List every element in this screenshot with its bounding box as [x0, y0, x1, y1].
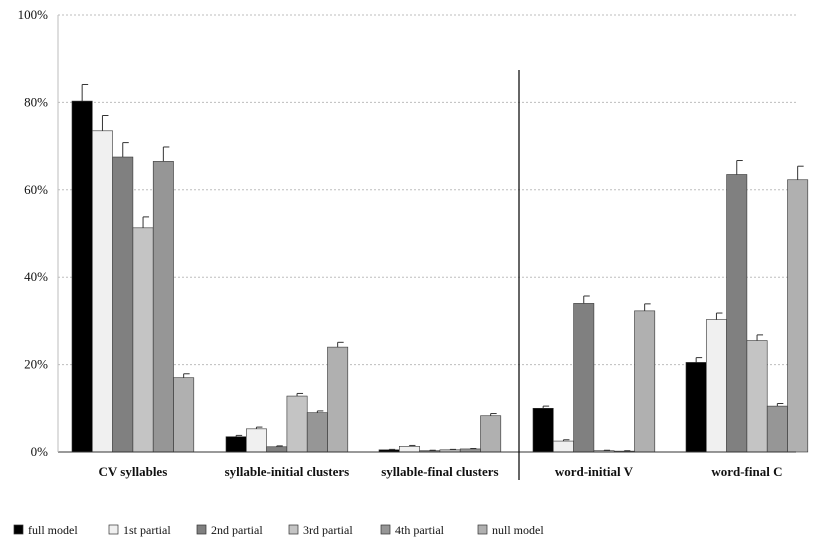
bar-1st-partial: [552, 440, 574, 453]
bar-1st-partial: [246, 428, 267, 453]
bar-1st-partial: [92, 130, 113, 453]
bar-full-model: [71, 100, 93, 453]
legend-label: full model: [28, 523, 78, 537]
bar-3rd-partial: [286, 395, 308, 453]
category-label: CV syllables: [99, 464, 168, 479]
bar-full-model: [685, 362, 707, 453]
y-tick-label: 100%: [18, 7, 49, 22]
bar-2nd-partial: [573, 303, 595, 453]
bar-null-model: [480, 415, 502, 453]
category-label: word-final C: [711, 464, 782, 479]
legend-swatch: [288, 524, 299, 535]
legend-swatch: [196, 524, 207, 535]
bar-4th-partial: [152, 161, 174, 453]
bar-1st-partial: [398, 446, 420, 453]
y-tick-label: 0%: [31, 444, 49, 459]
y-tick-label: 40%: [24, 269, 48, 284]
bar-null-model: [634, 310, 656, 453]
category-labels: CV syllables syllable-initial clusters syl…: [99, 464, 783, 479]
legend-swatch: [13, 524, 24, 535]
bar-2nd-partial: [726, 174, 748, 453]
bar-3rd-partial: [132, 227, 154, 453]
category-label: syllable-final clusters: [381, 464, 498, 479]
category-label: word-initial V: [555, 464, 634, 479]
bars: [71, 100, 809, 453]
legend-label: 4th partial: [395, 523, 445, 537]
legend: full model 1st partial 2nd partial 3rd part…: [13, 523, 544, 537]
bar-null-model: [787, 179, 809, 453]
y-tick-label: 80%: [24, 94, 48, 109]
category-label: syllable-initial clusters: [225, 464, 350, 479]
bar-full-model: [532, 407, 554, 453]
y-tick-label: 20%: [24, 357, 48, 372]
y-tick-label: 60%: [24, 182, 48, 197]
legend-label: null model: [492, 523, 544, 537]
legend-label: 1st partial: [123, 523, 171, 537]
legend-swatch: [108, 524, 119, 535]
bar-1st-partial: [705, 319, 727, 453]
bar-4th-partial: [766, 405, 788, 453]
gridlines: [58, 14, 796, 366]
bar-null-model: [173, 377, 195, 453]
axes: [57, 15, 796, 480]
bar-2nd-partial: [266, 446, 288, 453]
error-bars: [81, 83, 804, 452]
y-axis-ticks: 0% 20% 40% 60% 80% 100%: [18, 7, 49, 459]
bar-null-model: [327, 346, 349, 453]
bar-full-model: [225, 436, 247, 453]
bar-4th-partial: [306, 412, 328, 453]
legend-label: 2nd partial: [211, 523, 263, 537]
legend-label: 3rd partial: [303, 523, 353, 537]
bar-2nd-partial: [112, 156, 134, 453]
bar-3rd-partial: [746, 340, 768, 453]
legend-swatch: [380, 524, 391, 535]
legend-swatch: [477, 524, 488, 535]
